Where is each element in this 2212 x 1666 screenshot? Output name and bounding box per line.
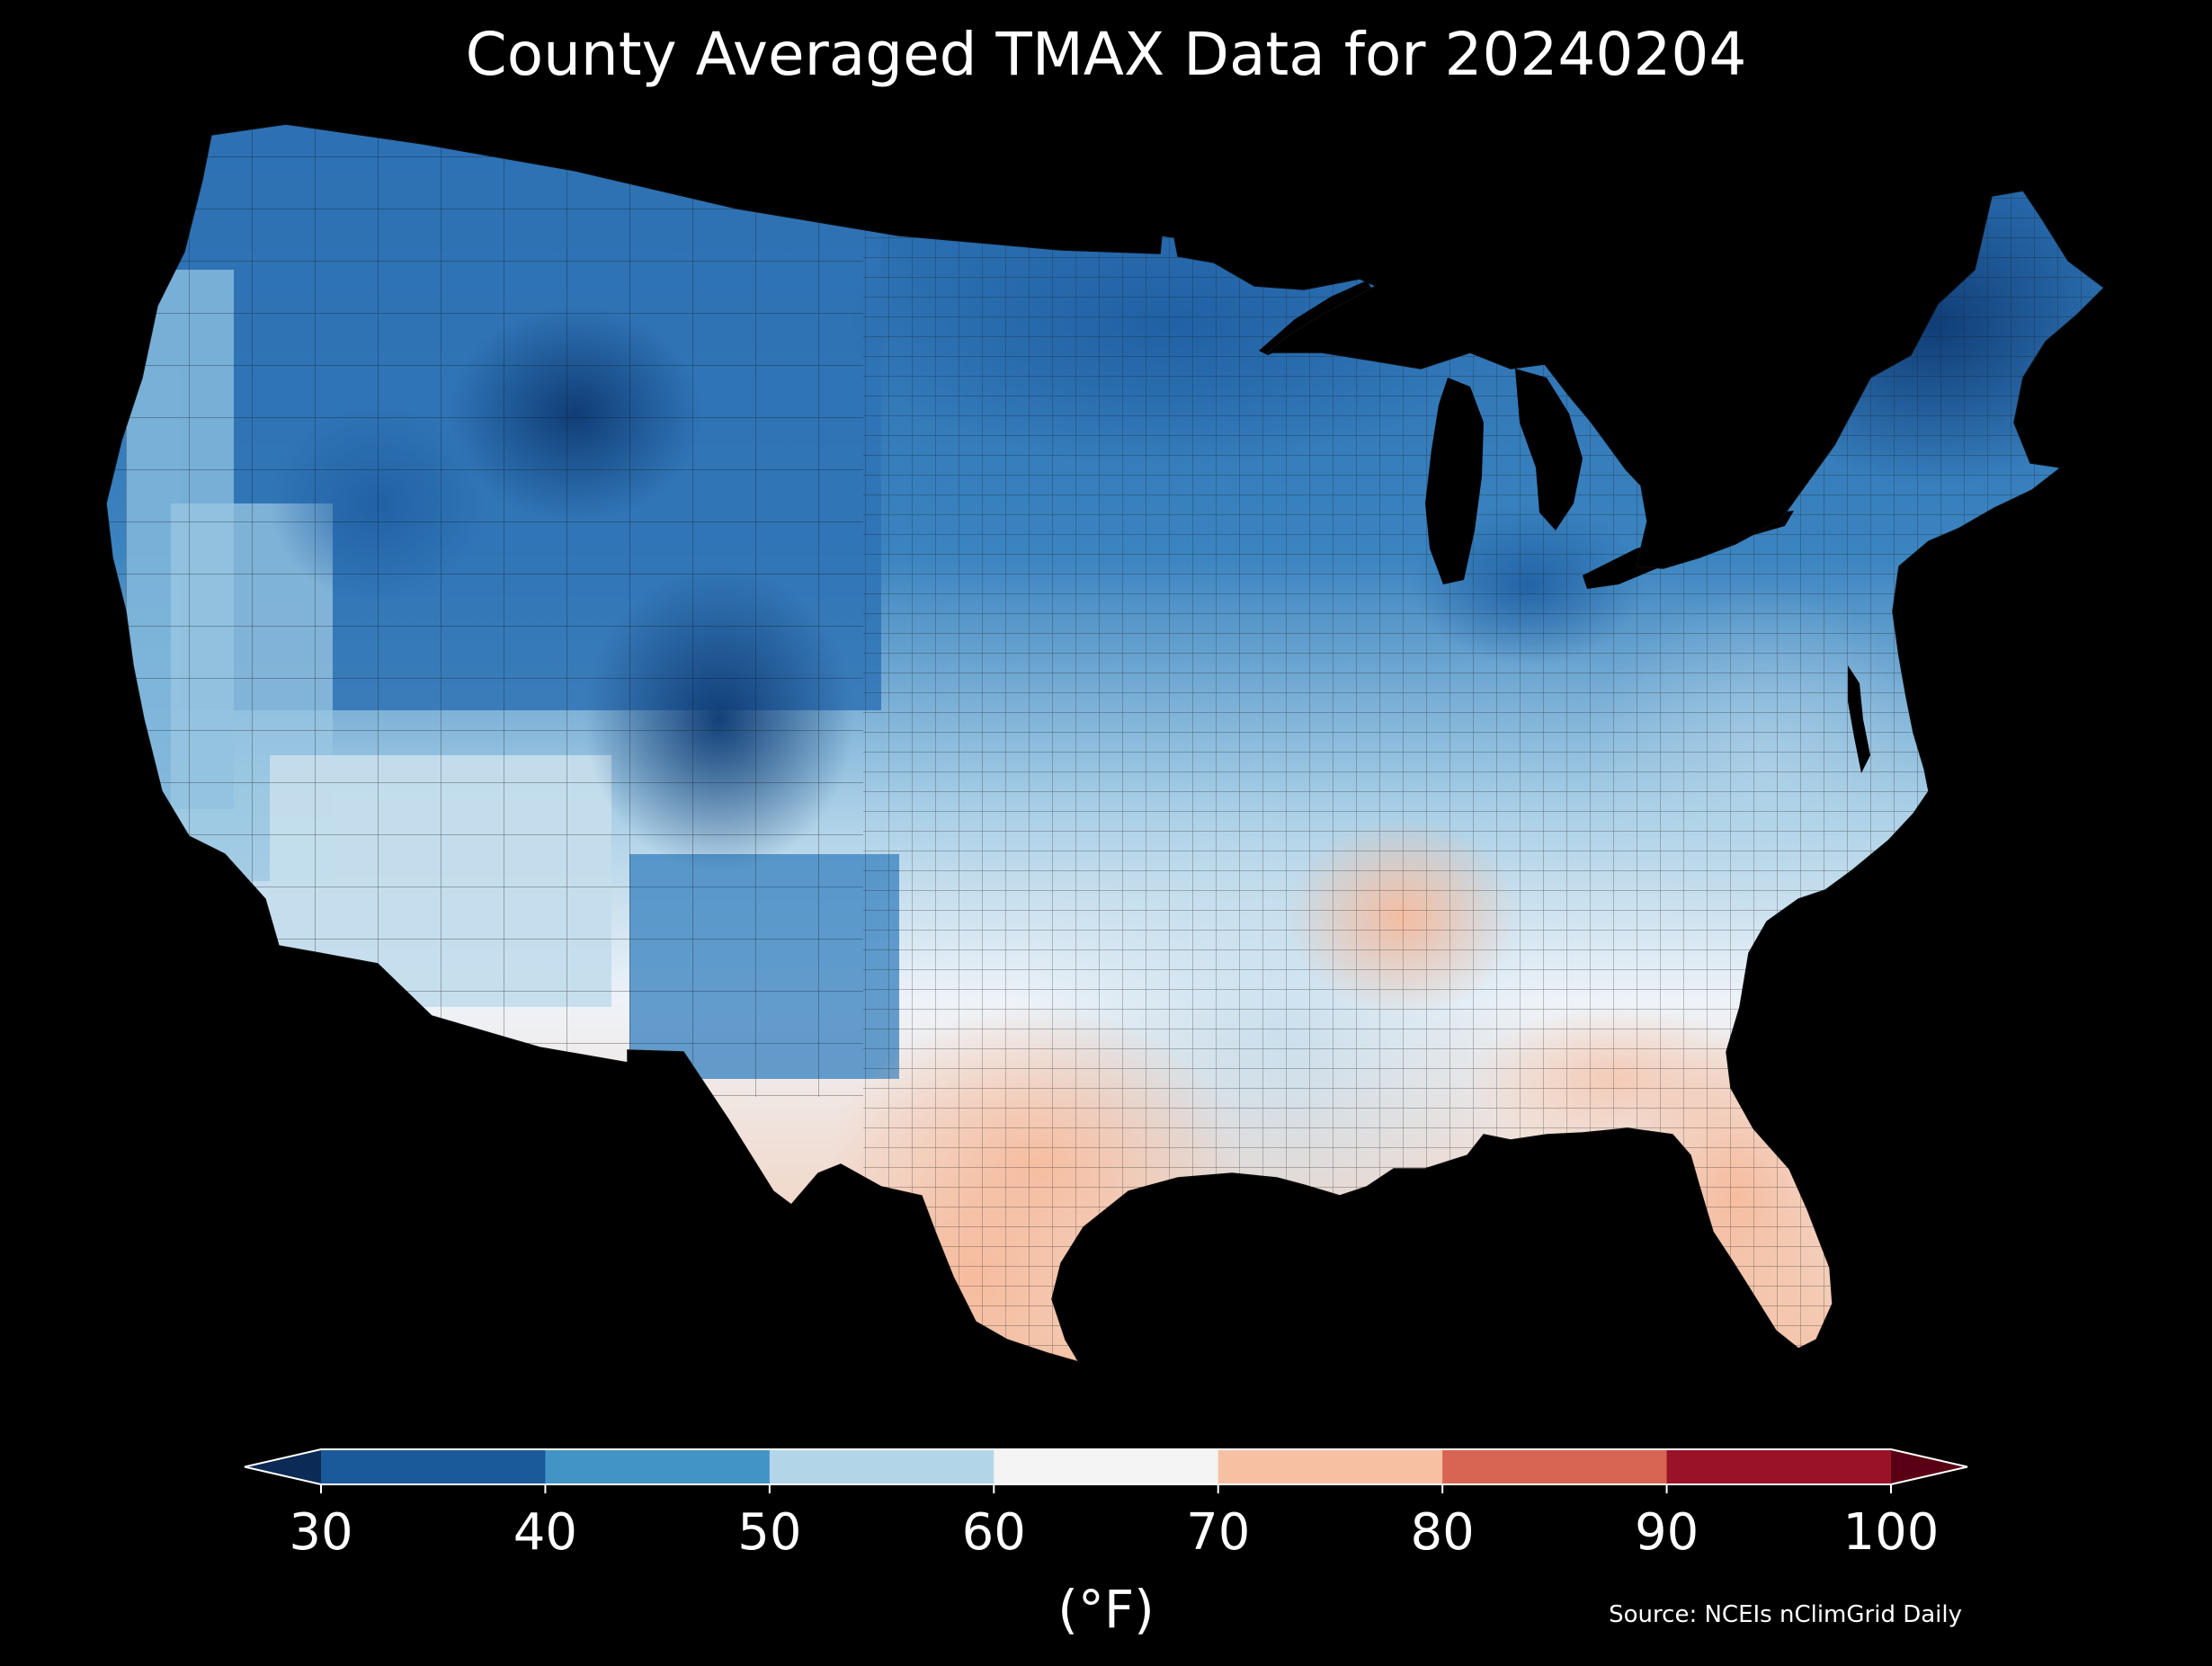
colorbar-tick-label: 80: [1411, 1503, 1475, 1562]
colorbar-bin-90-100: [1666, 1449, 1892, 1484]
colorbar-bin-50-60: [769, 1449, 995, 1484]
colorbar-tick-label: 100: [1843, 1503, 1940, 1562]
colorbar-over-arrow: [1891, 1449, 1967, 1484]
source-credit: Source: NCEIs nClimGrid Daily: [1609, 1601, 1962, 1628]
lake-ontario: [1717, 511, 1794, 538]
colorbar-tick-label: 50: [737, 1503, 801, 1562]
colorbar-tick-label: 60: [962, 1503, 1026, 1562]
lake-erie: [1583, 535, 1708, 589]
colorbar-tick-label: 40: [513, 1503, 577, 1562]
colorbar-bin-70-80: [1217, 1449, 1443, 1484]
lake-huron: [1515, 369, 1583, 530]
colorbar-under-arrow: [245, 1449, 321, 1484]
colorbar-tick-label: 70: [1186, 1503, 1250, 1562]
colorbar-bin-40-50: [545, 1449, 771, 1484]
chesapeake-bay: [1848, 665, 1870, 773]
county-fill-layer: [106, 124, 2104, 1362]
colorbar-tick-label: 90: [1635, 1503, 1699, 1562]
colorbar: 30 40 50 60 70 80 90 100 (°F): [244, 1448, 1968, 1640]
colorbar-tick-label: 30: [289, 1503, 352, 1562]
colorbar-bin-30-40: [321, 1449, 546, 1484]
map-title: County Averaged TMAX Data for 20240204: [465, 20, 1747, 89]
colorbar-bin-80-90: [1442, 1449, 1668, 1484]
colorbar-unit-label: (°F): [1057, 1579, 1155, 1640]
colorbar-bin-60-70: [994, 1449, 1219, 1484]
lake-michigan: [1425, 378, 1484, 584]
